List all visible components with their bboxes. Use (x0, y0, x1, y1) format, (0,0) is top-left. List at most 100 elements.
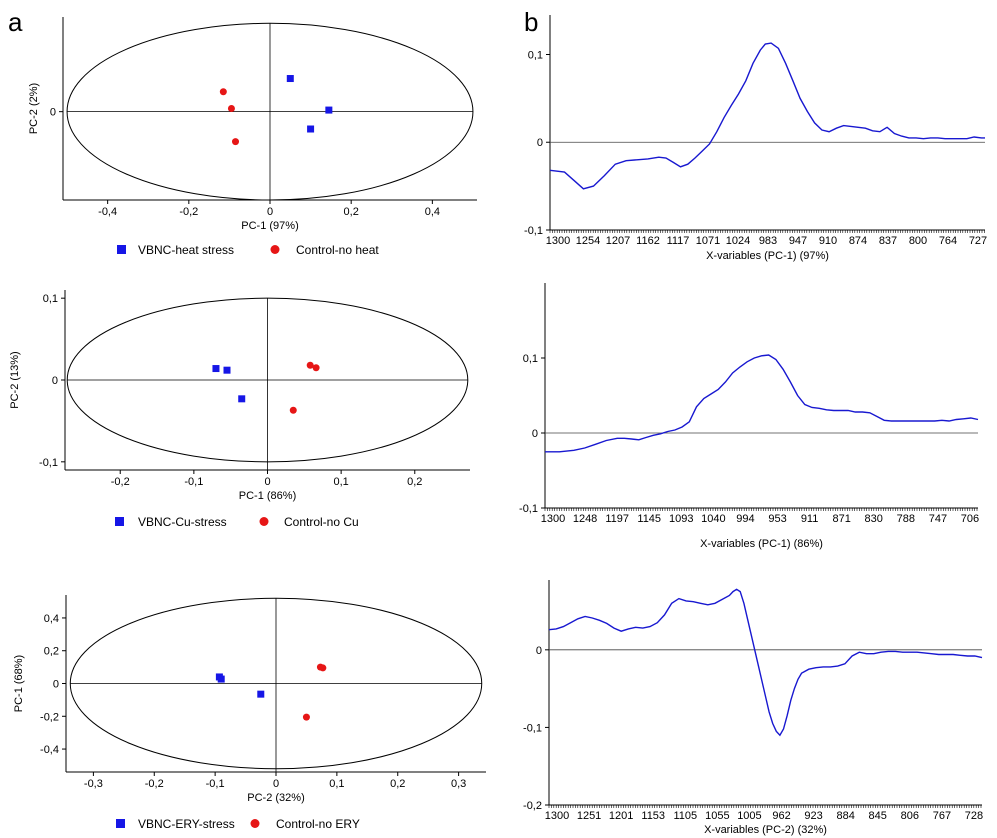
x-tick-label: 0,1 (329, 778, 344, 790)
data-point-circle (312, 364, 320, 372)
data-point-square (223, 366, 231, 374)
legend-label-control: Control-no heat (296, 243, 379, 257)
x-tick-label: 0 (264, 476, 270, 488)
x-tick-label: 800 (909, 235, 927, 247)
legend-label-control: Control-no Cu (284, 515, 359, 529)
x-tick-label: 0,2 (344, 206, 359, 218)
legend-circle-marker (250, 819, 260, 828)
y-tick-label: -0,2 (40, 711, 59, 723)
legend-square-marker (117, 245, 126, 254)
x-tick-label: 706 (961, 513, 979, 525)
x-tick-label: 767 (933, 810, 951, 822)
y-tick-label: -0,1 (519, 503, 538, 515)
x-tick-label: -0,2 (179, 206, 198, 218)
x-tick-label: 910 (819, 235, 837, 247)
loading-line (549, 42, 985, 190)
y-tick-label: 0 (53, 679, 59, 691)
legend-circle-marker (270, 245, 280, 254)
x-axis-label: PC-1 (97%) (241, 220, 298, 232)
x-tick-label: -0,3 (84, 778, 103, 790)
legend-label-stress: VBNC-heat stress (138, 243, 234, 257)
legend-label-stress: VBNC-ERY-stress (138, 817, 235, 831)
scatter-ery-stress: -0,3 -0,2 -0,1 0 0,1 0,2 0,3 0,4 0,2 0 -0,2 -0,4 PC-… (13, 595, 486, 831)
x-axis-label: PC-1 (86%) (239, 490, 296, 502)
x-tick-label: 1145 (637, 513, 661, 525)
x-tick-label: 837 (879, 235, 897, 247)
y-tick-label: 0 (536, 645, 542, 657)
x-tick-label: -0,1 (206, 778, 225, 790)
x-tick-label: 1005 (737, 810, 761, 822)
x-tick-label: 953 (768, 513, 786, 525)
x-tick-label: 0,3 (451, 778, 466, 790)
legend-square-marker (115, 517, 124, 526)
data-point-square (325, 106, 333, 114)
x-tick-label: 747 (929, 513, 947, 525)
x-tick-label: 0,2 (407, 476, 422, 488)
data-point-circle (306, 361, 314, 369)
legend-circle-marker (259, 517, 269, 526)
y-tick-label: -0,2 (523, 800, 542, 812)
x-axis-label: PC-2 (32%) (247, 792, 304, 804)
x-tick-label: 1251 (577, 810, 601, 822)
x-tick-label: 1254 (576, 235, 600, 247)
y-tick-label: 0,2 (44, 646, 59, 658)
x-tick-label: -0,4 (98, 206, 117, 218)
x-tick-label: 1040 (701, 513, 725, 525)
panel-label-a: a (8, 7, 23, 37)
x-tick-label: 788 (897, 513, 915, 525)
x-tick-label: 764 (939, 235, 957, 247)
y-tick-label: -0,1 (523, 722, 542, 734)
legend-label-control: Control-no ERY (276, 817, 360, 831)
data-point-square (238, 395, 246, 403)
x-tick-label: 1201 (609, 810, 633, 822)
loading-line (548, 588, 983, 737)
x-axis-label: X-variables (PC-1) (86%) (700, 538, 823, 550)
legend-square-marker (116, 819, 125, 828)
x-tick-label: -0,2 (111, 476, 130, 488)
x-tick-label: 874 (849, 235, 867, 247)
data-point-square (212, 365, 220, 373)
x-tick-label: 0,1 (333, 476, 348, 488)
x-tick-label: 994 (736, 513, 754, 525)
y-axis-label: PC-2 (13%) (9, 351, 21, 408)
y-tick-label: -0,1 (524, 225, 543, 237)
x-tick-label: 1093 (669, 513, 693, 525)
x-tick-label: 1300 (541, 513, 565, 525)
x-tick-label: 962 (772, 810, 790, 822)
y-tick-label: 0 (532, 428, 538, 440)
data-point-circle (319, 664, 327, 672)
x-tick-label: 1153 (641, 810, 665, 822)
data-point-circle (302, 713, 310, 721)
x-tick-label: 1117 (667, 235, 690, 247)
x-axis-label: X-variables (PC-1) (97%) (706, 250, 829, 262)
x-tick-label: 1055 (705, 810, 729, 822)
x-tick-label: 1024 (726, 235, 750, 247)
y-tick-label: 0,1 (43, 293, 58, 305)
x-tick-label: 1071 (696, 235, 720, 247)
x-tick-label: 845 (869, 810, 887, 822)
x-tick-label: 911 (801, 513, 819, 525)
x-tick-label: 947 (789, 235, 807, 247)
x-tick-label: 983 (759, 235, 777, 247)
x-tick-label: 806 (901, 810, 919, 822)
loading-line (545, 354, 979, 453)
y-tick-label: 0 (537, 137, 543, 149)
x-tick-label: 1162 (636, 235, 660, 247)
x-tick-label: 871 (832, 513, 850, 525)
x-tick-label: 923 (804, 810, 822, 822)
x-tick-label: 830 (865, 513, 883, 525)
y-tick-label: -0,4 (40, 744, 59, 756)
y-axis-label: PC-2 (2%) (28, 83, 40, 134)
x-tick-label: 727 (969, 235, 987, 247)
x-tick-label: 1105 (673, 810, 697, 822)
y-tick-label: 0,4 (44, 613, 59, 625)
x-tick-label: 1300 (546, 235, 570, 247)
scatter-heat-stress: -0,4 -0,2 0 0,2 0,4 0 PC-1 (97%) PC-2 (2%) VBNC-… (28, 17, 477, 257)
legend-label-stress: VBNC-Cu-stress (138, 515, 227, 529)
data-point-circle (232, 138, 239, 146)
y-tick-label: -0,1 (39, 457, 58, 469)
panel-label-b: b (524, 7, 538, 37)
